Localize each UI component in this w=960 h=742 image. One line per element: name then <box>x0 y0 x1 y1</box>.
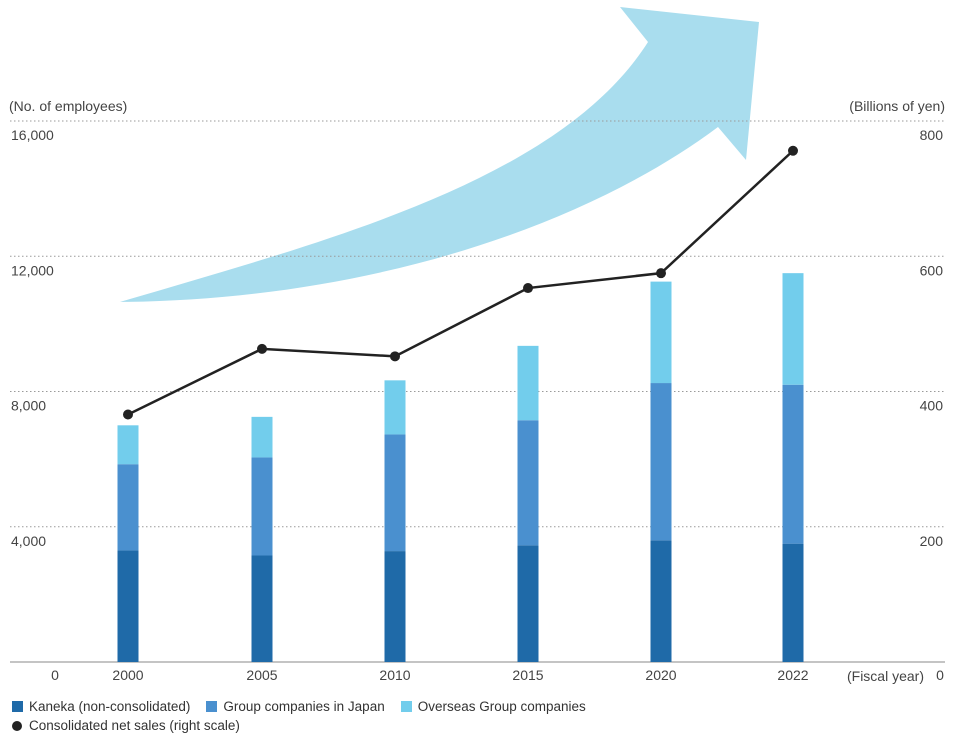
legend: Kaneka (non-consolidated) Group companie… <box>12 697 602 735</box>
y-tick-left: 8,000 <box>11 398 46 414</box>
y-tick-right: 800 <box>920 127 944 143</box>
bar-kaneka <box>650 540 672 662</box>
legend-label-kaneka: Kaneka (non-consolidated) <box>29 699 191 714</box>
x-tick-label: 2022 <box>777 667 808 683</box>
bar-kaneka <box>782 543 804 662</box>
net-sales-line <box>127 149 794 416</box>
y-axis-title-left: (No. of employees) <box>9 98 127 114</box>
y-axis-title-right: (Billions of yen) <box>849 98 945 114</box>
legend-dot-net-sales <box>12 720 22 731</box>
legend-label-overseas: Overseas Group companies <box>417 699 586 714</box>
legend-swatch-group-japan <box>206 701 218 712</box>
bar-overseas <box>117 425 139 465</box>
y-tick-right: 200 <box>920 533 944 549</box>
y-tick-left: 4,000 <box>11 533 46 549</box>
legend-item-overseas: Overseas Group companies <box>400 699 586 714</box>
legend-item-group-japan: Group companies in Japan <box>206 699 385 714</box>
bar-overseas <box>251 416 273 458</box>
net-sales-point <box>656 268 666 279</box>
net-sales-point <box>390 351 400 362</box>
y-tick-left: 12,000 <box>11 262 54 278</box>
legend-label-group-japan: Group companies in Japan <box>223 699 385 714</box>
bar-group-japan <box>782 384 804 544</box>
y-tick-left-zero: 0 <box>51 667 59 683</box>
bar-group-japan <box>517 420 539 546</box>
bar-kaneka <box>384 551 406 662</box>
x-axis-title: (Fiscal year) <box>847 668 924 684</box>
net-sales-point <box>523 283 533 294</box>
y-tick-left: 16,000 <box>11 127 54 143</box>
net-sales-point <box>257 343 267 354</box>
net-sales-point <box>123 409 133 420</box>
x-tick-label: 2015 <box>512 667 543 683</box>
legend-item-kaneka: Kaneka (non-consolidated) <box>12 699 190 714</box>
net-sales-point <box>788 145 798 156</box>
legend-item-net-sales: Consolidated net sales (right scale) <box>12 718 240 733</box>
bar-overseas <box>650 281 672 384</box>
bar-overseas <box>517 345 539 421</box>
x-tick-label: 2020 <box>645 667 676 683</box>
bar-overseas <box>782 273 804 385</box>
bar-overseas <box>384 380 406 435</box>
trend-arrow <box>120 7 759 302</box>
bar-kaneka <box>251 555 273 662</box>
y-tick-right: 400 <box>920 398 944 414</box>
x-tick-label: 2000 <box>112 667 143 683</box>
bar-group-japan <box>384 434 406 552</box>
x-tick-label: 2010 <box>379 667 410 683</box>
bar-group-japan <box>251 457 273 556</box>
bar-kaneka <box>117 550 139 662</box>
bar-kaneka <box>517 545 539 662</box>
y-tick-right: 600 <box>920 262 944 278</box>
legend-swatch-overseas <box>400 701 412 712</box>
y-tick-right-zero: 0 <box>936 667 944 683</box>
bar-group-japan <box>117 464 139 551</box>
legend-swatch-kaneka <box>12 701 23 712</box>
legend-label-net-sales: Consolidated net sales (right scale) <box>29 718 240 733</box>
bar-group-japan <box>650 383 672 541</box>
x-tick-label: 2005 <box>246 667 277 683</box>
